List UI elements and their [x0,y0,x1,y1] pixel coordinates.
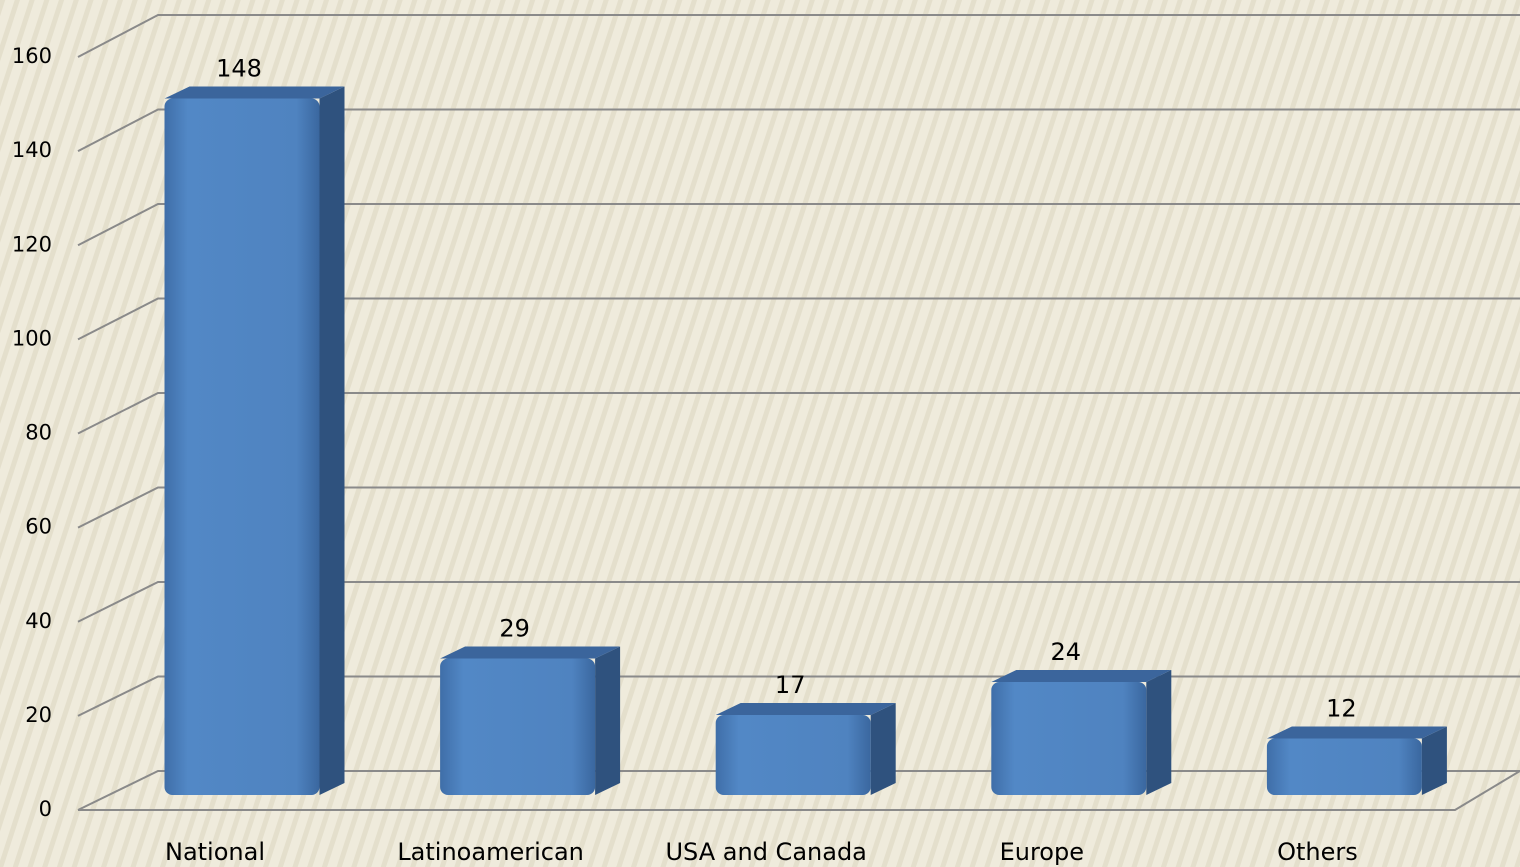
y-tick-label: 160 [12,44,52,68]
grid-line [77,14,1520,58]
y-tick-label: 140 [12,138,52,162]
grid-line [77,581,1520,623]
y-tick-label: 40 [25,609,52,633]
grid-line [77,108,1520,153]
bar-top [164,86,345,99]
value-label: 17 [775,671,806,699]
value-label: 24 [1051,638,1082,666]
bar-side [1146,670,1172,795]
x-tick-label: Europe [1000,838,1084,866]
bar-side [870,702,896,795]
bar-side [1421,726,1447,795]
bar-top [1266,726,1447,739]
y-tick-label: 80 [25,421,52,445]
x-tick-label: Others [1277,838,1358,866]
y-tick-label: 100 [12,326,52,350]
value-label: 29 [499,615,530,643]
grid-line [77,297,1520,341]
value-label: 148 [216,54,262,82]
bar-side [319,86,345,796]
y-tick-label: 0 [39,797,52,821]
grid-line [77,203,1520,247]
bar-side [595,646,621,795]
bar-top [715,702,896,715]
bar-top [991,670,1172,683]
bar [440,658,596,795]
bar [164,98,320,796]
bar [715,714,871,795]
x-tick-label: USA and Canada [665,838,866,866]
y-tick-label: 120 [12,232,52,256]
value-label: 12 [1326,695,1357,723]
grid-line [77,392,1520,435]
bar [1266,738,1422,795]
x-tick-label: Latinoamerican [397,838,584,866]
y-tick-label: 60 [25,515,52,539]
bar [991,682,1147,795]
y-tick-label: 20 [25,703,52,727]
grid-line [77,486,1520,529]
x-tick-label: National [165,838,265,866]
bar-top [440,646,621,659]
floor [78,770,1520,811]
